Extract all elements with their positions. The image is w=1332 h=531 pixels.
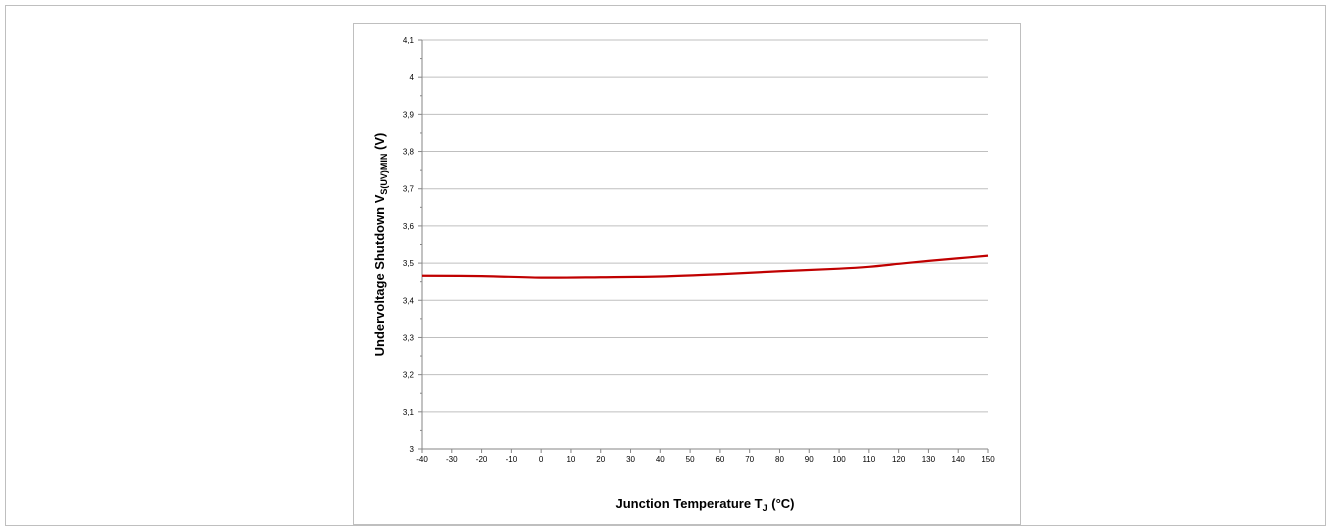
x-tick-label: -40 bbox=[416, 455, 428, 464]
y-axis-title: Undervoltage Shutdown VS(UV)MIN (V) bbox=[372, 133, 389, 357]
x-axis-title: Junction Temperature TJ (°C) bbox=[616, 496, 795, 513]
x-tick-label: 20 bbox=[596, 455, 605, 464]
line-chart: 3 3,1 3,2 3,3 3,4 3,5 3,6 3,7 3,8 3,9 4 4,1 -40 -30 -2… bbox=[372, 36, 995, 513]
x-tick-label: 90 bbox=[805, 455, 814, 464]
x-tick-label: 50 bbox=[686, 455, 695, 464]
x-tick-label: 110 bbox=[862, 455, 875, 464]
y-tick-label: 3,5 bbox=[403, 259, 415, 268]
y-tick-label: 4 bbox=[410, 73, 415, 82]
y-tick-label: 3,8 bbox=[403, 148, 415, 157]
x-tick-label: -10 bbox=[506, 455, 518, 464]
series-line-0 bbox=[421, 254, 989, 279]
x-tick-label: 10 bbox=[566, 455, 575, 464]
x-tick-label: 140 bbox=[952, 455, 966, 464]
x-tick-label: 60 bbox=[715, 455, 724, 464]
x-tick-label: 150 bbox=[981, 455, 995, 464]
y-tick-label: 3,1 bbox=[403, 408, 415, 417]
x-tick-label: 80 bbox=[775, 455, 784, 464]
y-tick-label: 3,3 bbox=[403, 333, 415, 342]
figure-frame bbox=[5, 5, 1326, 526]
y-tick-label: 3,2 bbox=[403, 371, 415, 380]
x-tick-label: 30 bbox=[626, 455, 635, 464]
x-tick-label: 0 bbox=[539, 455, 544, 464]
x-tick-label: 120 bbox=[892, 455, 906, 464]
x-tick-label: 40 bbox=[656, 455, 665, 464]
y-tick-label: 3 bbox=[410, 445, 415, 454]
y-tick-label: 3,9 bbox=[403, 110, 415, 119]
x-tick-label: -30 bbox=[446, 455, 458, 464]
y-tick-label: 3,6 bbox=[403, 222, 415, 231]
x-tick-label: 100 bbox=[832, 455, 846, 464]
chart-area: 3 3,1 3,2 3,3 3,4 3,5 3,6 3,7 3,8 3,9 4 4,1 -40 -30 -2… bbox=[353, 23, 1021, 525]
y-tick-label: 3,4 bbox=[403, 296, 415, 305]
x-tick-label: 70 bbox=[745, 455, 754, 464]
y-tick-label: 4,1 bbox=[403, 36, 415, 45]
x-tick-label: -20 bbox=[476, 455, 488, 464]
y-tick-label: 3,7 bbox=[403, 185, 415, 194]
x-tick-label: 130 bbox=[922, 455, 936, 464]
